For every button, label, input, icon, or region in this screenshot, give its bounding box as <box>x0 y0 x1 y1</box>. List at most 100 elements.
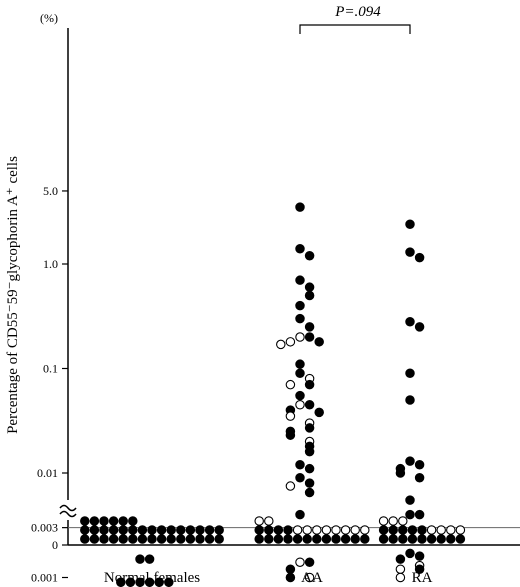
data-point <box>80 525 90 535</box>
data-point <box>414 551 425 561</box>
data-point <box>455 525 466 535</box>
data-point <box>264 534 274 544</box>
data-point <box>295 509 305 520</box>
data-point <box>295 557 305 567</box>
data-point <box>405 317 415 327</box>
data-point <box>321 525 332 535</box>
data-point <box>214 525 224 535</box>
data-point <box>304 572 315 583</box>
data-point <box>292 525 303 535</box>
data-point <box>128 534 138 544</box>
data-point <box>405 368 415 379</box>
data-point <box>304 250 315 261</box>
data-point <box>378 516 389 526</box>
data-point <box>295 313 305 324</box>
data-point <box>360 525 370 535</box>
data-point <box>414 322 425 332</box>
data-point <box>446 525 456 535</box>
data-point <box>414 509 425 520</box>
data-point <box>398 525 408 535</box>
data-point <box>426 525 437 535</box>
data-point <box>395 554 406 564</box>
data-point <box>414 473 425 483</box>
data-point <box>285 572 296 583</box>
data-point <box>285 430 296 440</box>
data-point <box>455 534 466 544</box>
data-point <box>350 525 360 535</box>
data-point <box>405 548 415 559</box>
y-tick-label: 0.003 <box>31 521 58 535</box>
category-labels: Normal females AA RA <box>104 570 433 586</box>
data-points <box>80 202 466 587</box>
axis-break-mark <box>59 504 77 512</box>
y-tick-label: 5.0 <box>43 184 58 198</box>
data-point <box>295 332 305 342</box>
data-point <box>185 525 196 535</box>
data-point <box>304 322 315 332</box>
data-point <box>331 525 341 535</box>
data-point <box>378 525 389 535</box>
y-tick-label: 0 <box>52 538 58 552</box>
data-point <box>304 332 315 342</box>
data-point <box>125 577 136 587</box>
y-tick-label: 1.0 <box>43 257 58 271</box>
data-point <box>285 379 296 390</box>
data-point <box>144 577 155 587</box>
category-label: RA <box>412 570 433 586</box>
data-point <box>331 534 341 544</box>
data-point <box>304 463 315 474</box>
data-point <box>405 219 415 230</box>
data-point <box>283 525 293 535</box>
data-point <box>398 516 408 526</box>
data-point <box>108 516 119 526</box>
data-point <box>378 534 389 544</box>
y-axis-label: Percentage of CD55⁻59⁻glycophorin A⁺ cel… <box>5 156 21 434</box>
data-point <box>108 525 119 535</box>
data-point <box>166 534 176 544</box>
data-point <box>350 534 360 544</box>
data-point <box>118 525 128 535</box>
comparison-bracket <box>299 24 411 34</box>
data-point <box>295 459 305 470</box>
data-point <box>144 554 155 564</box>
data-point <box>407 525 418 535</box>
data-point <box>195 534 205 544</box>
data-point <box>321 534 332 544</box>
data-point <box>185 534 196 544</box>
data-point <box>254 516 264 526</box>
data-point <box>164 577 174 587</box>
y-tick-label: 0.1 <box>43 362 58 376</box>
data-point <box>176 534 186 544</box>
data-point <box>295 300 305 311</box>
data-point <box>147 534 157 544</box>
data-point <box>254 534 264 544</box>
data-point <box>116 577 126 587</box>
data-point <box>446 534 456 544</box>
data-point <box>89 534 100 544</box>
data-point <box>417 534 427 544</box>
y-axis-unit: (%) <box>40 11 58 25</box>
y-ticks: 5.0 1.0 0.1 0.01 0.003 0.001 0 <box>31 184 68 585</box>
data-point <box>80 534 90 544</box>
data-point <box>436 525 446 535</box>
data-point <box>128 525 138 535</box>
data-point <box>99 534 109 544</box>
data-point <box>295 243 305 254</box>
category-label: Normal females <box>104 570 200 586</box>
data-point <box>388 525 398 535</box>
data-point <box>89 525 100 535</box>
y-tick-label: 0.001 <box>31 571 58 585</box>
category-label: AA <box>301 570 323 586</box>
data-point <box>304 557 315 567</box>
data-point <box>156 525 167 535</box>
data-point <box>254 525 264 535</box>
data-point <box>285 564 296 574</box>
data-point <box>118 534 128 544</box>
data-point <box>135 554 145 564</box>
data-point <box>273 534 284 544</box>
data-point <box>312 525 322 535</box>
data-point <box>304 399 315 410</box>
data-point <box>176 525 186 535</box>
data-point <box>264 525 274 535</box>
